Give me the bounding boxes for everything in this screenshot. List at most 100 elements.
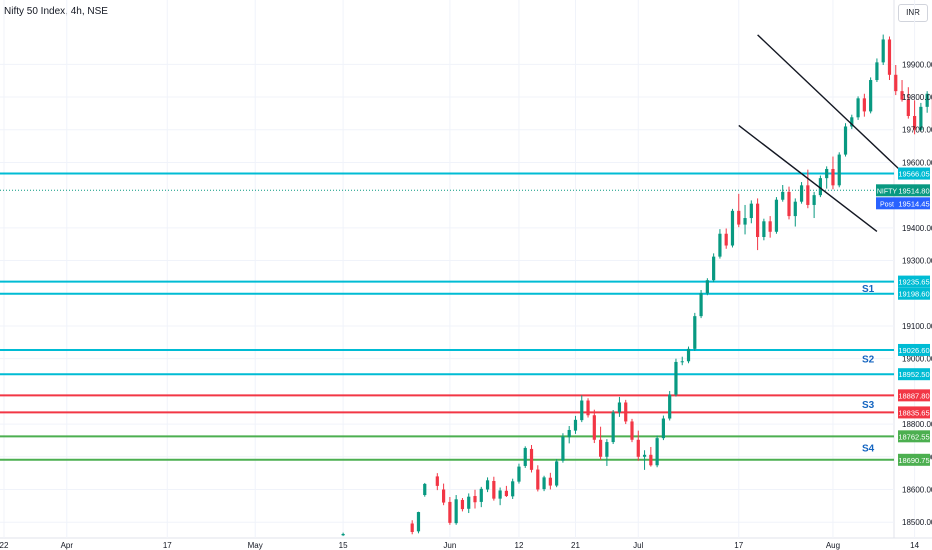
candle-body bbox=[529, 448, 534, 470]
candle bbox=[479, 486, 483, 508]
candle-body bbox=[668, 394, 672, 419]
candle-body bbox=[768, 221, 772, 232]
candle bbox=[460, 497, 465, 512]
candle bbox=[862, 93, 866, 117]
candle bbox=[454, 495, 458, 525]
candlesticks bbox=[341, 34, 932, 536]
price-tick-label: 19700.00 bbox=[902, 126, 932, 135]
time-tick-label: 14 bbox=[910, 541, 919, 550]
candle bbox=[818, 175, 822, 198]
trendline bbox=[757, 34, 903, 173]
candle-body bbox=[485, 480, 490, 490]
candle bbox=[825, 166, 829, 189]
candle-body bbox=[756, 203, 760, 238]
time-tick-label: 17 bbox=[163, 541, 172, 550]
candle bbox=[856, 96, 860, 120]
candle-body bbox=[881, 39, 885, 63]
candle bbox=[730, 208, 735, 248]
candle bbox=[661, 415, 665, 441]
candle bbox=[580, 395, 584, 423]
candle bbox=[448, 497, 452, 525]
candle-body bbox=[850, 117, 854, 127]
level-name-label: S4 bbox=[862, 444, 875, 455]
candle bbox=[536, 465, 540, 492]
candle bbox=[567, 426, 571, 444]
candle-body bbox=[674, 361, 678, 395]
candle-body bbox=[799, 185, 804, 202]
candle-body bbox=[906, 99, 910, 116]
candle bbox=[699, 289, 703, 319]
candle-body bbox=[900, 91, 904, 100]
candle bbox=[511, 478, 515, 499]
candle bbox=[756, 198, 760, 251]
candle bbox=[517, 463, 521, 484]
candle-body bbox=[504, 490, 508, 497]
candle-body bbox=[599, 439, 603, 457]
candle-body bbox=[762, 221, 766, 238]
candle-body bbox=[611, 412, 615, 443]
level-name-labels: S1 S2 S3 S4 bbox=[862, 284, 875, 455]
level-price-tag bbox=[898, 389, 930, 402]
candle bbox=[781, 185, 785, 202]
candle bbox=[485, 477, 490, 493]
candle-body bbox=[460, 499, 465, 510]
level-name-label: S3 bbox=[862, 400, 875, 411]
candle-body bbox=[561, 436, 565, 461]
candle bbox=[435, 473, 439, 491]
candle bbox=[843, 123, 848, 157]
candle-body bbox=[862, 98, 866, 112]
candle-body bbox=[812, 195, 816, 205]
time-tick-label: Jun bbox=[443, 541, 456, 550]
candle bbox=[919, 102, 923, 132]
candle bbox=[831, 156, 835, 190]
price-tick-label: 19100.00 bbox=[902, 322, 932, 331]
candle-body bbox=[806, 185, 810, 205]
candle-body bbox=[642, 454, 647, 457]
candle-body bbox=[492, 480, 496, 499]
candle-body bbox=[636, 439, 640, 457]
candle bbox=[599, 426, 603, 461]
current-price-tag-text: 19514.80 bbox=[898, 186, 929, 195]
candle bbox=[674, 358, 678, 397]
candle bbox=[611, 410, 615, 445]
candle-body bbox=[787, 191, 791, 217]
candle bbox=[416, 511, 421, 534]
candle bbox=[473, 489, 477, 509]
candle-body bbox=[693, 316, 697, 349]
candle-body bbox=[724, 233, 728, 246]
candle-body bbox=[573, 419, 578, 431]
post-tag-text: Post bbox=[880, 201, 894, 208]
time-tick-label: 22 bbox=[0, 541, 9, 550]
price-tick-label: 19400.00 bbox=[902, 224, 932, 233]
candle bbox=[504, 485, 508, 498]
candle bbox=[724, 228, 728, 249]
level-name-label: S2 bbox=[862, 355, 875, 366]
candle-body bbox=[511, 481, 515, 497]
candle bbox=[693, 312, 697, 351]
candle-body bbox=[555, 461, 559, 486]
candle bbox=[894, 64, 898, 96]
level-price-tag bbox=[898, 453, 930, 466]
price-tick-label: 19800.00 bbox=[902, 93, 932, 102]
candle-body bbox=[473, 496, 477, 503]
candle bbox=[573, 415, 578, 434]
candle bbox=[523, 446, 527, 468]
level-price-tag-text: 19026.60 bbox=[898, 346, 929, 355]
candle-body bbox=[712, 256, 716, 281]
currency-selector[interactable]: INR bbox=[898, 4, 928, 22]
price-tick-label: 19300.00 bbox=[902, 257, 932, 266]
price-axis: 19900.00 19800.00 19700.00 19600.00 19400.00… bbox=[902, 60, 932, 527]
level-price-tag bbox=[898, 368, 930, 381]
candle bbox=[718, 229, 722, 259]
candle-body bbox=[825, 168, 829, 179]
candle bbox=[850, 114, 854, 130]
candle bbox=[900, 80, 904, 102]
time-tick-label: 15 bbox=[339, 541, 348, 550]
candle bbox=[793, 198, 797, 227]
candle-body bbox=[586, 400, 590, 416]
level-price-tag bbox=[898, 287, 930, 300]
candle-body bbox=[831, 168, 835, 186]
price-tags: 19566.05 19235.65 19198.60 19026.60 18952.50… bbox=[876, 167, 930, 466]
candle-body bbox=[837, 154, 841, 186]
